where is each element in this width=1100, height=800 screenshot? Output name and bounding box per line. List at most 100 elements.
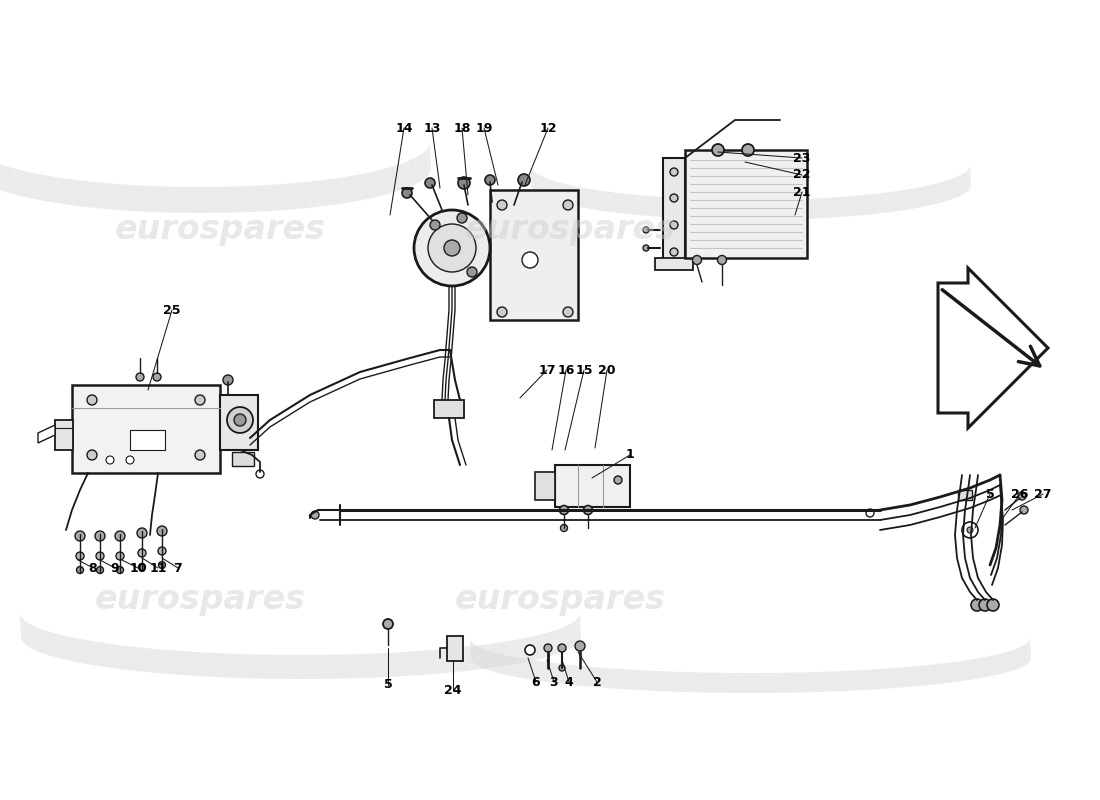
Polygon shape <box>603 191 611 212</box>
Polygon shape <box>623 194 631 214</box>
Polygon shape <box>405 161 409 189</box>
Circle shape <box>1020 506 1028 514</box>
Polygon shape <box>4 166 11 194</box>
Polygon shape <box>1003 651 1009 673</box>
Polygon shape <box>504 641 513 666</box>
Circle shape <box>614 476 622 484</box>
Text: 10: 10 <box>130 562 146 574</box>
Polygon shape <box>453 647 463 672</box>
Polygon shape <box>937 182 943 203</box>
Bar <box>72 385 220 473</box>
Polygon shape <box>39 174 46 202</box>
Polygon shape <box>573 186 580 207</box>
Polygon shape <box>31 625 35 650</box>
Polygon shape <box>956 176 960 198</box>
Circle shape <box>485 175 495 185</box>
Circle shape <box>693 255 702 265</box>
Circle shape <box>563 307 573 317</box>
Polygon shape <box>590 189 597 210</box>
Text: 11: 11 <box>150 562 167 574</box>
Polygon shape <box>408 159 414 187</box>
Polygon shape <box>272 654 284 679</box>
Polygon shape <box>390 166 396 194</box>
Polygon shape <box>930 664 939 685</box>
Circle shape <box>157 526 167 536</box>
Polygon shape <box>964 172 967 194</box>
Polygon shape <box>551 180 556 201</box>
Bar <box>55 420 73 450</box>
Polygon shape <box>496 642 505 667</box>
Polygon shape <box>833 671 844 691</box>
Polygon shape <box>679 672 690 692</box>
Polygon shape <box>427 147 429 175</box>
Polygon shape <box>10 167 16 194</box>
Polygon shape <box>339 654 351 678</box>
Polygon shape <box>823 198 833 218</box>
Polygon shape <box>554 181 560 202</box>
Polygon shape <box>472 642 474 663</box>
Polygon shape <box>832 197 840 218</box>
Polygon shape <box>547 178 552 200</box>
Polygon shape <box>471 641 473 662</box>
Polygon shape <box>538 634 544 659</box>
Bar <box>130 430 165 450</box>
Polygon shape <box>531 660 540 681</box>
Polygon shape <box>177 186 187 213</box>
Polygon shape <box>767 673 779 693</box>
Polygon shape <box>81 639 90 665</box>
Circle shape <box>95 531 104 541</box>
Polygon shape <box>949 178 954 200</box>
Circle shape <box>256 470 264 478</box>
Polygon shape <box>815 198 824 218</box>
Circle shape <box>458 177 470 189</box>
Circle shape <box>468 267 477 277</box>
Text: 5: 5 <box>384 678 393 691</box>
Polygon shape <box>404 651 415 676</box>
Polygon shape <box>160 186 169 213</box>
Polygon shape <box>213 186 223 213</box>
Polygon shape <box>690 672 701 693</box>
Polygon shape <box>374 170 381 198</box>
Polygon shape <box>701 673 712 693</box>
Circle shape <box>544 644 552 652</box>
Polygon shape <box>116 184 124 210</box>
Polygon shape <box>806 198 815 219</box>
Circle shape <box>428 224 476 272</box>
Circle shape <box>742 144 754 156</box>
Polygon shape <box>53 177 60 204</box>
Polygon shape <box>910 188 917 209</box>
Circle shape <box>87 395 97 405</box>
Polygon shape <box>607 668 617 689</box>
Polygon shape <box>168 186 178 213</box>
Polygon shape <box>862 194 871 215</box>
Polygon shape <box>1012 649 1016 670</box>
Polygon shape <box>1030 639 1031 661</box>
Polygon shape <box>186 187 197 213</box>
Polygon shape <box>414 650 425 675</box>
Polygon shape <box>755 200 764 220</box>
Polygon shape <box>778 673 790 693</box>
Polygon shape <box>507 655 514 677</box>
Polygon shape <box>123 185 133 211</box>
Polygon shape <box>763 200 773 220</box>
Circle shape <box>670 248 678 256</box>
Text: 4: 4 <box>564 675 573 689</box>
Polygon shape <box>953 178 957 198</box>
Bar <box>654 258 693 270</box>
Polygon shape <box>132 185 142 211</box>
Polygon shape <box>424 650 434 674</box>
Circle shape <box>583 506 593 514</box>
Circle shape <box>97 566 103 574</box>
Circle shape <box>117 566 123 574</box>
Polygon shape <box>870 194 878 214</box>
Polygon shape <box>512 639 519 665</box>
Polygon shape <box>883 668 894 689</box>
Bar <box>232 452 254 466</box>
Polygon shape <box>294 182 302 209</box>
Circle shape <box>497 307 507 317</box>
Polygon shape <box>843 670 855 691</box>
Polygon shape <box>239 654 251 678</box>
Polygon shape <box>424 151 427 178</box>
Polygon shape <box>798 199 807 219</box>
Polygon shape <box>39 425 55 443</box>
